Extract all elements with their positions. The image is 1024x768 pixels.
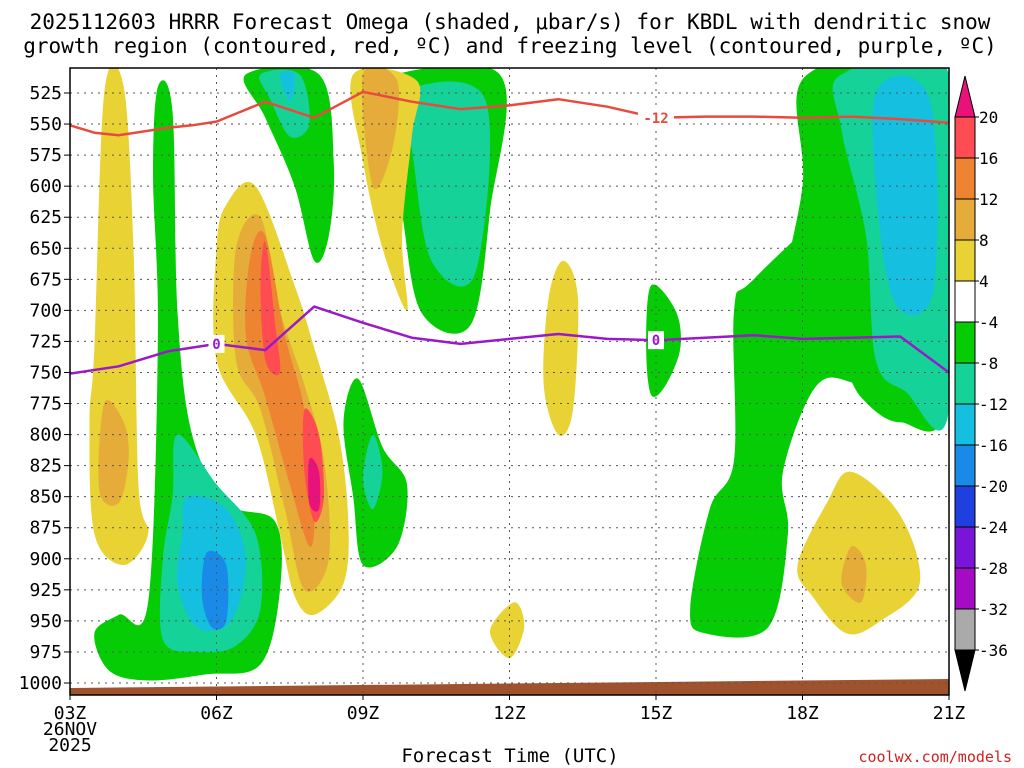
y-tick-label: 650 (29, 238, 62, 259)
colorbar-swatch (954, 526, 976, 569)
y-tick-label: 675 (29, 269, 62, 290)
y-axis: 525 550 575 600 625 650 675 700 725 750 775 800 825 8… (19, 83, 70, 694)
y-tick-label: 625 (29, 207, 62, 228)
y-tick-label: 700 (29, 300, 62, 321)
colorbar-swatch (954, 567, 976, 610)
colorbar-under-arrow (954, 649, 976, 692)
y-tick-label: 875 (29, 518, 62, 539)
y-tick-label: 950 (29, 611, 62, 632)
y-tick-label: 1000 (19, 673, 62, 694)
contour-label: 0 (652, 333, 660, 349)
y-tick-label: 725 (29, 331, 62, 352)
colorbar-label: -36 (979, 641, 1008, 660)
colorbar-label: 8 (979, 231, 989, 250)
colorbar: 20 16 12 8 4 -4 -8 -12 -16 -20 -24 -28 -32 -36 (954, 75, 1008, 692)
contour-label-bg (208, 334, 225, 353)
omega-region (259, 69, 310, 138)
omega-region (279, 70, 296, 102)
colorbar-label: -20 (979, 477, 1008, 496)
x-tick-label: 15Z (640, 703, 673, 724)
contour-label: -12 (643, 111, 668, 127)
contour-label-bg (638, 108, 674, 127)
x-start-label: 26NOV (43, 719, 97, 740)
y-tick-label: 550 (29, 114, 62, 135)
colorbar-label: -28 (979, 559, 1008, 578)
contour-line (70, 90, 949, 137)
y-tick-label: 850 (29, 487, 62, 508)
omega-region (397, 81, 491, 287)
omega-region (98, 400, 129, 506)
y-tick-label: 900 (29, 549, 62, 570)
omega-region (363, 434, 383, 510)
omega-region (489, 602, 525, 659)
chart-title-line2: growth region (contoured, red, ºC) and f… (23, 34, 997, 58)
colorbar-label: 16 (979, 149, 998, 168)
y-tick-label: 575 (29, 145, 62, 166)
colorbar-label: -24 (979, 518, 1008, 537)
x-tick-label: 12Z (493, 703, 526, 724)
credit-text: coolwx.com/models (858, 748, 1012, 766)
x-start-label: 2025 (48, 735, 91, 756)
colorbar-swatch (954, 198, 976, 241)
y-tick-label: 975 (29, 642, 62, 663)
colorbar-swatch (954, 485, 976, 528)
x-tick-label: 21Z (933, 703, 966, 724)
colorbar-swatch (954, 116, 976, 159)
colorbar-label: -4 (979, 313, 998, 332)
colorbar-swatch (954, 157, 976, 200)
y-tick-label: 925 (29, 580, 62, 601)
y-tick-label: 750 (29, 362, 62, 383)
colorbar-swatch (954, 321, 976, 364)
colorbar-over-arrow (954, 75, 976, 118)
colorbar-swatch (954, 280, 976, 323)
colorbar-swatch (954, 444, 976, 487)
y-tick-label: 775 (29, 394, 62, 415)
x-axis-label: Forecast Time (UTC) (401, 745, 618, 767)
x-tick-label: 06Z (200, 703, 233, 724)
colorbar-label: -16 (979, 436, 1008, 455)
x-start-label: 03Z (54, 703, 87, 724)
omega-region (841, 545, 867, 603)
x-tick-label: 18Z (786, 703, 819, 724)
colorbar-swatch (954, 608, 976, 651)
y-tick-label: 525 (29, 83, 62, 104)
y-tick-label: 800 (29, 425, 62, 446)
omega-region (543, 260, 579, 436)
colorbar-label: -32 (979, 600, 1008, 619)
contour-label: 0 (212, 337, 220, 353)
colorbar-swatch (954, 239, 976, 282)
colorbar-label: 12 (979, 190, 998, 209)
colorbar-label: -12 (979, 395, 1008, 414)
omega-region (201, 550, 229, 630)
x-tick-label: 09Z (347, 703, 380, 724)
y-tick-label: 825 (29, 456, 62, 477)
chart-title-line1: 2025112603 HRRR Forecast Omega (shaded, … (30, 10, 991, 34)
colorbar-swatch (954, 403, 976, 446)
colorbar-swatch (954, 362, 976, 405)
contour-lines: -12 0 0 (70, 90, 949, 375)
contour-label-bg (648, 331, 664, 350)
omega-region (308, 457, 321, 512)
omega-region (872, 75, 938, 316)
colorbar-label: 4 (979, 272, 989, 291)
y-tick-label: 600 (29, 176, 62, 197)
colorbar-label: 20 (979, 108, 998, 127)
colorbar-label: -8 (979, 354, 998, 373)
